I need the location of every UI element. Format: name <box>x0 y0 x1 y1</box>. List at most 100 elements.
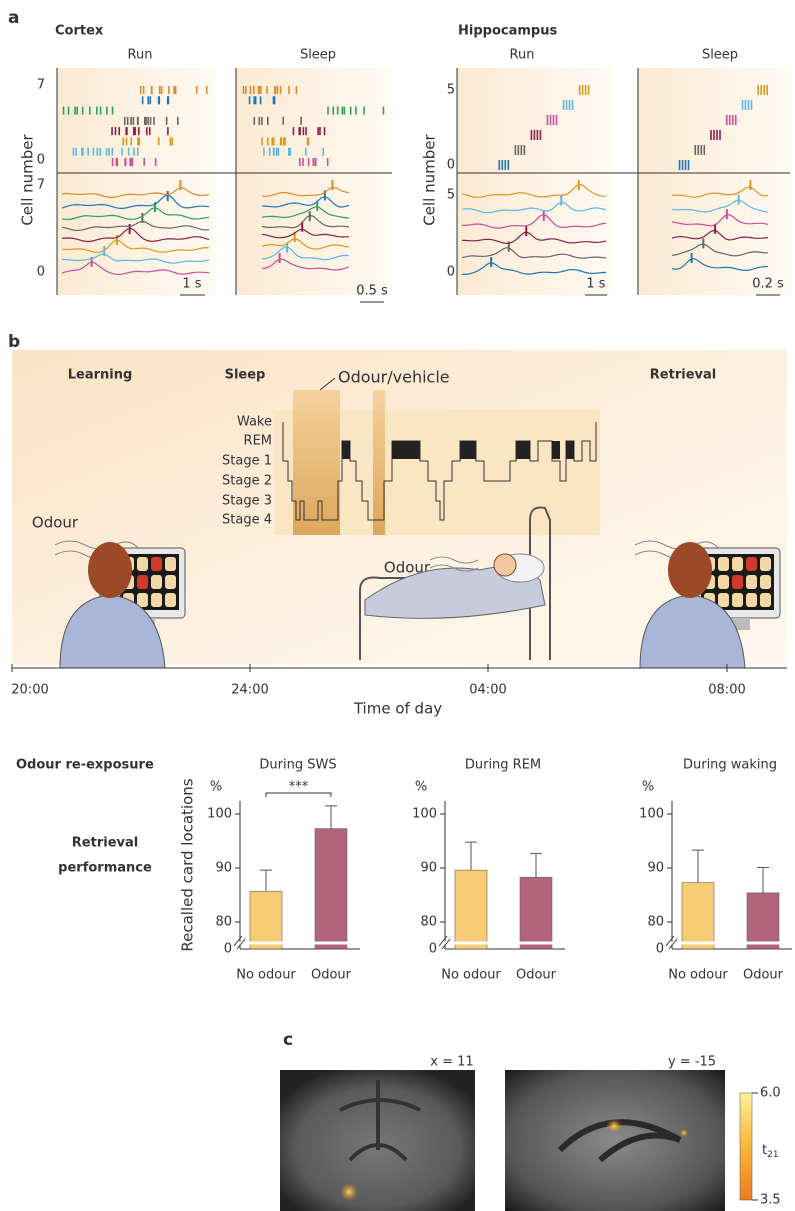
spike <box>171 137 174 146</box>
card <box>718 557 729 571</box>
card <box>137 593 148 607</box>
rem-block <box>566 441 574 459</box>
spike <box>719 130 721 140</box>
spike <box>158 86 161 94</box>
trace <box>461 231 607 244</box>
y-tick-label: 0 <box>37 153 45 168</box>
spike <box>326 158 329 166</box>
spike <box>122 137 125 146</box>
spike <box>114 127 117 136</box>
y-tick-label: 7 <box>37 78 45 93</box>
trace <box>671 199 769 213</box>
spike <box>302 127 305 136</box>
trace <box>462 213 607 229</box>
rem-block <box>460 441 476 459</box>
trace <box>261 206 350 219</box>
spike <box>763 85 765 95</box>
spike <box>289 147 292 156</box>
spike <box>150 86 153 94</box>
spike <box>713 130 715 140</box>
spike <box>106 106 108 115</box>
card <box>151 593 162 607</box>
y-tick-label: 80 <box>420 915 437 930</box>
spike <box>317 127 319 136</box>
spike <box>123 116 126 125</box>
trace <box>671 186 769 198</box>
card <box>732 557 743 571</box>
spike <box>138 137 141 146</box>
spike <box>363 106 365 115</box>
rem-block <box>552 441 560 459</box>
spike <box>260 86 262 94</box>
spike <box>130 116 132 125</box>
spike <box>81 106 84 115</box>
sleeper-head <box>493 553 517 577</box>
bar-charts: During SWS% Recalled card locations 80 90 10… <box>179 758 792 983</box>
trace <box>261 246 350 261</box>
spike <box>307 158 310 166</box>
spike <box>757 85 759 95</box>
trace <box>461 183 607 199</box>
spike <box>134 127 136 136</box>
trace <box>62 253 210 264</box>
time-label: 08:00 <box>708 683 745 698</box>
trace <box>61 220 210 232</box>
phase-label: Learning <box>68 368 133 383</box>
spike <box>741 100 744 110</box>
spike <box>169 137 172 146</box>
spike <box>279 137 282 146</box>
scale-bar-label: 1 s <box>586 277 605 292</box>
spike <box>99 147 101 156</box>
axis-break-marks <box>233 935 246 950</box>
trace <box>671 229 769 241</box>
y-tick-label: 5 <box>447 83 455 98</box>
chart-title: During waking <box>683 758 777 773</box>
y-tick-label: 0 <box>447 158 455 173</box>
row-label: performance <box>58 861 152 876</box>
spike <box>72 147 75 156</box>
raster-panels <box>56 68 790 295</box>
scale-bar-label: 1 s <box>182 277 201 292</box>
y-tick-label: 0 <box>429 942 437 957</box>
stage-label: Wake <box>237 415 272 430</box>
trace <box>461 246 607 259</box>
odour-label: Odour <box>384 559 431 577</box>
spike <box>258 116 261 125</box>
spike <box>195 86 198 94</box>
trace <box>61 239 210 254</box>
spike <box>173 86 175 94</box>
stage-label: REM <box>244 434 272 449</box>
spike <box>154 158 157 166</box>
spike <box>584 85 587 95</box>
group-title: Cortex <box>55 24 104 39</box>
image-label: x = 11 <box>430 1055 473 1070</box>
spike <box>174 86 177 94</box>
section-label: Odour re-exposure <box>16 758 154 773</box>
spike <box>141 96 144 105</box>
rem-block <box>342 441 350 459</box>
spike <box>322 147 325 156</box>
spike <box>327 106 329 115</box>
spike <box>288 147 290 156</box>
card <box>151 575 162 589</box>
panel-title: Run <box>128 48 153 63</box>
spike <box>734 115 737 125</box>
y-tick-label: 80 <box>647 915 664 930</box>
spike <box>147 116 149 125</box>
spike <box>275 147 278 156</box>
panel-label: c <box>283 1030 293 1050</box>
spike <box>111 127 113 136</box>
spike <box>143 116 146 125</box>
row-label: Retrieval <box>72 836 138 851</box>
spike <box>137 116 139 125</box>
activation <box>340 1183 358 1201</box>
spike <box>242 86 245 94</box>
spike <box>125 137 128 146</box>
y-unit: % <box>415 780 427 795</box>
trace <box>61 261 210 276</box>
odour-label: Odour <box>32 514 79 532</box>
trace <box>671 257 769 271</box>
image-label: y = -15 <box>668 1055 716 1070</box>
spike <box>300 116 302 125</box>
